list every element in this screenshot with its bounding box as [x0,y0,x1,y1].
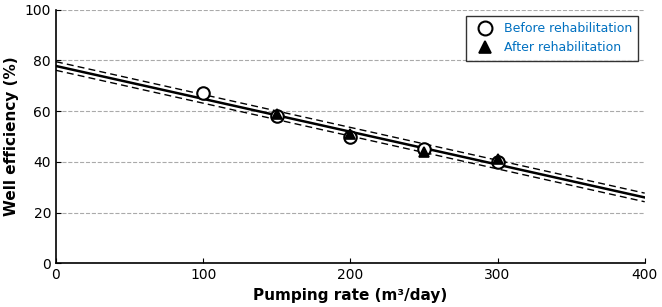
X-axis label: Pumping rate (m³/day): Pumping rate (m³/day) [253,288,448,303]
Legend: Before rehabilitation, After rehabilitation: Before rehabilitation, After rehabilitat… [467,16,638,61]
Y-axis label: Well efficiency (%): Well efficiency (%) [4,57,19,216]
